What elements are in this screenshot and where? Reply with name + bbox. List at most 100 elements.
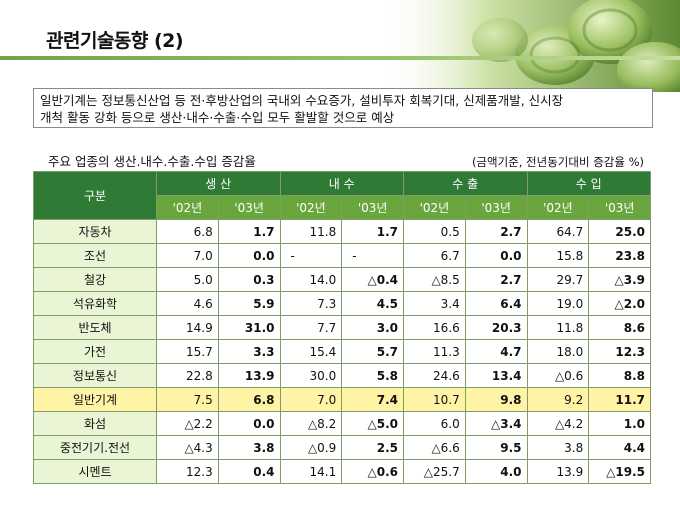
green-coins-banner-icon	[380, 0, 680, 92]
table-cell: 29.7	[526, 267, 590, 292]
table-cell: △3.9	[588, 267, 651, 292]
table-cell: 20.3	[464, 315, 528, 340]
table-cell: △25.7	[403, 459, 466, 484]
table-row: 자동차 6.8 1.7 11.8 1.7 0.5 2.7 64.7 25.0	[33, 219, 651, 244]
table-cell: 24.6	[403, 363, 466, 388]
row-label: 철강	[33, 267, 157, 292]
table-cell: 0.5	[403, 219, 466, 244]
table-subtitle: 주요 업종의 생산.내수.수출.수입 증감율	[48, 154, 256, 169]
row-label: 화섬	[33, 411, 157, 436]
table-cell: △4.3	[156, 435, 219, 460]
table-cell: 2.7	[464, 219, 528, 244]
table-cell: 7.0	[156, 243, 219, 268]
table-cell: 12.3	[588, 339, 651, 364]
growth-rate-table: 구분 생 산 내 수 수 출 수 입 '02년 '03년 '02년 '03년 '…	[33, 171, 651, 484]
table-row-highlighted: 일반기계 7.5 6.8 7.0 7.4 10.7 9.8 9.2 11.7	[33, 387, 651, 412]
table-cell: 23.8	[588, 243, 651, 268]
table-row: 가전 15.7 3.3 15.4 5.7 11.3 4.7 18.0 12.3	[33, 339, 651, 364]
table-cell: △0.9	[279, 435, 343, 460]
table-cell: 2.5	[341, 435, 404, 460]
title-divider	[0, 56, 680, 60]
table-cell: -	[341, 243, 404, 268]
table-cell: 25.0	[588, 219, 651, 244]
table-cell: 0.0	[217, 411, 281, 436]
table-cell: △8.5	[403, 267, 466, 292]
table-cell: 3.0	[341, 315, 404, 340]
table-cell: 3.4	[403, 291, 466, 316]
table-cell: 31.0	[217, 315, 281, 340]
table-row: 시멘트 12.3 0.4 14.1 △0.6 △25.7 4.0 13.9 △1…	[33, 459, 651, 484]
table-cell: 7.0	[279, 387, 343, 412]
table-row: 석유화학 4.6 5.9 7.3 4.5 3.4 6.4 19.0 △2.0	[33, 291, 651, 316]
table-cell: 13.9	[526, 459, 590, 484]
table-cell: △0.6	[341, 459, 404, 484]
table-cell: 1.7	[217, 219, 281, 244]
table-cell: 6.4	[464, 291, 528, 316]
table-cell: 6.7	[403, 243, 466, 268]
row-label: 중전기기.전선	[33, 435, 157, 460]
table-cell: 6.0	[403, 411, 466, 436]
table-cell: 2.7	[464, 267, 528, 292]
table-cell: 5.8	[341, 363, 404, 388]
table-cell: 13.4	[464, 363, 528, 388]
table-cell: 6.8	[217, 387, 281, 412]
table-cell: 4.7	[464, 339, 528, 364]
table-cell: 0.0	[217, 243, 281, 268]
table-row: 중전기기.전선 △4.3 3.8 △0.9 2.5 △6.6 9.5 3.8 4…	[33, 435, 651, 460]
table-cell: 3.8	[217, 435, 281, 460]
table-cell: △2.0	[588, 291, 651, 316]
table-cell: 4.6	[156, 291, 219, 316]
year-header: '02년	[526, 195, 590, 220]
table-cell: △0.6	[526, 363, 590, 388]
table-cell: 4.5	[341, 291, 404, 316]
table-cell: 0.0	[464, 243, 528, 268]
table-cell: 0.4	[217, 459, 281, 484]
table-cell: 15.4	[279, 339, 343, 364]
table-cell: 7.7	[279, 315, 343, 340]
year-header: '02년	[279, 195, 343, 220]
table-cell: 5.7	[341, 339, 404, 364]
table-cell: 15.8	[526, 243, 590, 268]
table-cell: 6.8	[156, 219, 219, 244]
table-cell: 16.6	[403, 315, 466, 340]
table-cell: △3.4	[464, 411, 528, 436]
table-cell: △19.5	[588, 459, 651, 484]
page-title: 관련기술동향 (2)	[46, 30, 184, 52]
group-header-domestic: 내 수	[279, 171, 404, 196]
table-cell: 7.4	[341, 387, 404, 412]
table-cell: -	[279, 243, 343, 268]
table-row: 화섬 △2.2 0.0 △8.2 △5.0 6.0 △3.4 △4.2 1.0	[33, 411, 651, 436]
table-cell: 15.7	[156, 339, 219, 364]
table-cell: 13.9	[217, 363, 281, 388]
summary-note: 일반기계는 정보통신산업 등 전·후방산업의 국내외 수요증가, 설비투자 회복…	[33, 88, 653, 128]
table-cell: 9.2	[526, 387, 590, 412]
summary-line-2: 개척 활동 강화 등으로 생산·내수·수출·수입 모두 활발할 것으로 예상	[40, 110, 395, 125]
table-cell: 11.7	[588, 387, 651, 412]
table-cell: △6.6	[403, 435, 466, 460]
row-label: 정보통신	[33, 363, 157, 388]
table-cell: 7.5	[156, 387, 219, 412]
table-cell: 30.0	[279, 363, 343, 388]
table-row: 조선 7.0 0.0 - - 6.7 0.0 15.8 23.8	[33, 243, 651, 268]
row-label: 반도체	[33, 315, 157, 340]
table-cell: 14.0	[279, 267, 343, 292]
table-cell: 14.9	[156, 315, 219, 340]
table-cell: 9.8	[464, 387, 528, 412]
year-header: '02년	[403, 195, 466, 220]
table-cell: 3.3	[217, 339, 281, 364]
table-cell: △8.2	[279, 411, 343, 436]
table-cell: 12.3	[156, 459, 219, 484]
table-cell: 1.0	[588, 411, 651, 436]
table-row: 정보통신 22.8 13.9 30.0 5.8 24.6 13.4 △0.6 8…	[33, 363, 651, 388]
table-cell: 4.0	[464, 459, 528, 484]
table-cell: △0.4	[341, 267, 404, 292]
table-cell: 9.5	[464, 435, 528, 460]
table-cell: 18.0	[526, 339, 590, 364]
group-header-export: 수 출	[403, 171, 528, 196]
table-cell: 5.0	[156, 267, 219, 292]
table-cell: △4.2	[526, 411, 590, 436]
table-cell: △5.0	[341, 411, 404, 436]
year-header: '03년	[464, 195, 528, 220]
summary-line-1: 일반기계는 정보통신산업 등 전·후방산업의 국내외 수요증가, 설비투자 회복…	[40, 93, 564, 108]
table-cell: 64.7	[526, 219, 590, 244]
